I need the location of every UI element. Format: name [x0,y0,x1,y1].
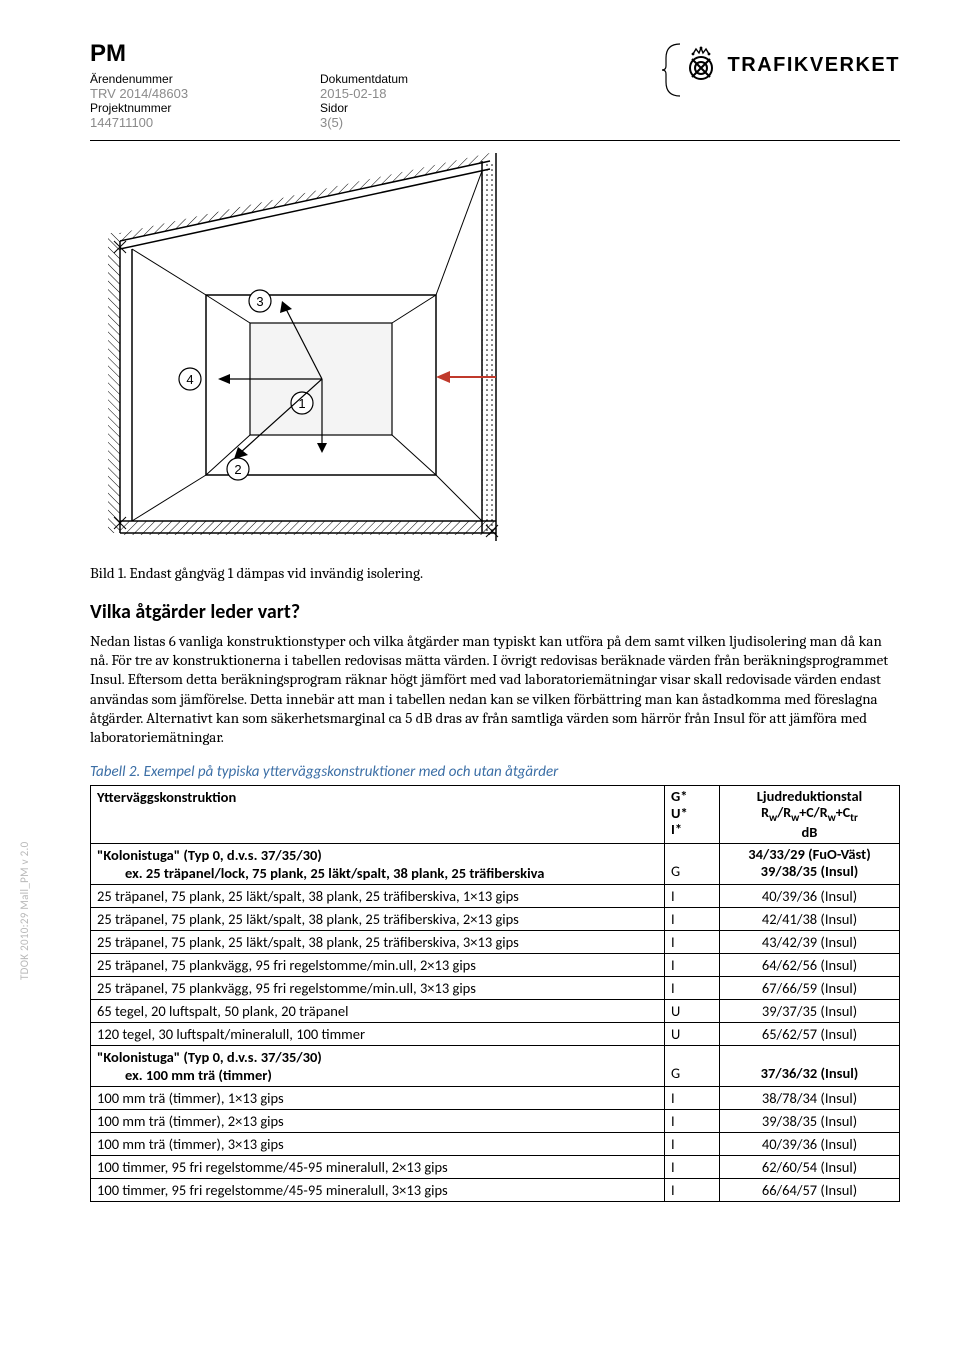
cell-construction: "Kolonistuga" (Typ 0, d.v.s. 37/35/30)ex… [91,1045,665,1086]
label-projektnummer: Projektnummer [90,101,320,115]
logo-bracket-icon [660,42,682,98]
document-header: PM Ärendenummer Dokumentdatum TRV 2014/4… [90,40,900,130]
table-row: 100 timmer, 95 fri regelstomme/45-95 min… [91,1178,900,1201]
cell-type: G [665,843,720,884]
cell-type: U [665,1022,720,1045]
section-heading: Vilka åtgärder leder vart? [90,600,900,624]
cell-reduction: 42/41/38 (Insul) [720,907,900,930]
crown-wheel-icon [682,46,720,84]
cell-reduction: 40/39/36 (Insul) [720,1132,900,1155]
table-row: 100 mm trä (timmer), 3×13 gipsI40/39/36 … [91,1132,900,1155]
label-sidor: Sidor [320,101,682,115]
table-row: 100 timmer, 95 fri regelstomme/45-95 min… [91,1155,900,1178]
th-gui: G* U* I* [665,786,720,844]
table-row: 25 träpanel, 75 plank, 25 läkt/spalt, 38… [91,930,900,953]
cell-type: I [665,907,720,930]
construction-table: Ytterväggskonstruktion G* U* I* Ljudredu… [90,785,900,1202]
value-arendenummer: TRV 2014/48603 [90,86,320,101]
cell-type: I [665,1155,720,1178]
cell-construction: 100 mm trä (timmer), 2×13 gips [91,1109,665,1132]
cell-reduction: 38/78/34 (Insul) [720,1086,900,1109]
cell-reduction: 66/64/57 (Insul) [720,1178,900,1201]
table-row: "Kolonistuga" (Typ 0, d.v.s. 37/35/30)ex… [91,843,900,884]
template-id-sidebar: TDOK 2010:29 Mall_PM v 2.0 [18,842,31,980]
cell-construction: 25 träpanel, 75 plankvägg, 95 fri regels… [91,953,665,976]
cell-construction: 25 träpanel, 75 plank, 25 läkt/spalt, 38… [91,930,665,953]
label-dokumentdatum: Dokumentdatum [320,72,682,86]
cell-reduction: 39/37/35 (Insul) [720,999,900,1022]
cell-reduction: 37/36/32 (Insul) [720,1045,900,1086]
cell-construction: 25 träpanel, 75 plank, 25 läkt/spalt, 38… [91,884,665,907]
cell-type: I [665,953,720,976]
cell-type: U [665,999,720,1022]
table-row: 120 tegel, 30 luftspalt/mineralull, 100 … [91,1022,900,1045]
cell-reduction: 65/62/57 (Insul) [720,1022,900,1045]
cell-construction: 120 tegel, 30 luftspalt/mineralull, 100 … [91,1022,665,1045]
value-sidor: 3(5) [320,115,682,130]
table-row: 25 träpanel, 75 plank, 25 läkt/spalt, 38… [91,884,900,907]
table-row: 25 träpanel, 75 plank, 25 läkt/spalt, 38… [91,907,900,930]
logo-text: TRAFIKVERKET [728,54,900,77]
diagram-label-3: 3 [256,294,263,309]
table-row: 25 träpanel, 75 plankvägg, 95 fri regels… [91,976,900,999]
cell-construction: 100 mm trä (timmer), 3×13 gips [91,1132,665,1155]
label-arendenummer: Ärendenummer [90,72,320,86]
cell-construction: 25 träpanel, 75 plankvägg, 95 fri regels… [91,976,665,999]
table-header-row: Ytterväggskonstruktion G* U* I* Ljudredu… [91,786,900,844]
value-dokumentdatum: 2015-02-18 [320,86,682,101]
table-row: 100 mm trä (timmer), 2×13 gipsI39/38/35 … [91,1109,900,1132]
cell-construction: 25 träpanel, 75 plank, 25 läkt/spalt, 38… [91,907,665,930]
cell-construction: 65 tegel, 20 luftspalt, 50 plank, 20 trä… [91,999,665,1022]
body-paragraph: Nedan listas 6 vanliga konstruktionstype… [90,632,900,747]
cell-construction: 100 timmer, 95 fri regelstomme/45-95 min… [91,1178,665,1201]
cell-type: I [665,1086,720,1109]
cell-construction: "Kolonistuga" (Typ 0, d.v.s. 37/35/30)ex… [91,843,665,884]
cell-type: I [665,930,720,953]
diagram-label-4: 4 [186,372,193,387]
table-caption: Tabell 2. Exempel på typiska ytterväggsk… [90,763,900,781]
diagram-label-2: 2 [234,462,241,477]
cell-type: I [665,884,720,907]
cell-reduction: 39/38/35 (Insul) [720,1109,900,1132]
cell-type: I [665,976,720,999]
th-reduction: Ljudreduktionstal Rw/Rw+C/Rw+Ctr dB [720,786,900,844]
room-diagram: 1 2 3 4 [90,153,900,548]
value-projektnummer: 144711100 [90,115,320,130]
cell-reduction: 34/33/29 (FuO-Väst)39/38/35 (Insul) [720,843,900,884]
cell-reduction: 64/62/56 (Insul) [720,953,900,976]
cell-type: I [665,1132,720,1155]
cell-type: I [665,1178,720,1201]
cell-reduction: 43/42/39 (Insul) [720,930,900,953]
table-row: "Kolonistuga" (Typ 0, d.v.s. 37/35/30)ex… [91,1045,900,1086]
cell-reduction: 62/60/54 (Insul) [720,1155,900,1178]
cell-construction: 100 timmer, 95 fri regelstomme/45-95 min… [91,1155,665,1178]
th-construction: Ytterväggskonstruktion [91,786,665,844]
table-row: 100 mm trä (timmer), 1×13 gipsI38/78/34 … [91,1086,900,1109]
cell-reduction: 67/66/59 (Insul) [720,976,900,999]
table-row: 65 tegel, 20 luftspalt, 50 plank, 20 trä… [91,999,900,1022]
cell-type: I [665,1109,720,1132]
cell-type: G [665,1045,720,1086]
cell-reduction: 40/39/36 (Insul) [720,884,900,907]
cell-construction: 100 mm trä (timmer), 1×13 gips [91,1086,665,1109]
trafikverket-logo: TRAFIKVERKET [682,46,900,84]
table-row: 25 träpanel, 75 plankvägg, 95 fri regels… [91,953,900,976]
header-divider [90,140,900,141]
figure-caption: Bild 1. Endast gångväg 1 dämpas vid invä… [90,564,900,582]
pm-title: PM [90,40,682,68]
diagram-label-1: 1 [298,396,305,411]
